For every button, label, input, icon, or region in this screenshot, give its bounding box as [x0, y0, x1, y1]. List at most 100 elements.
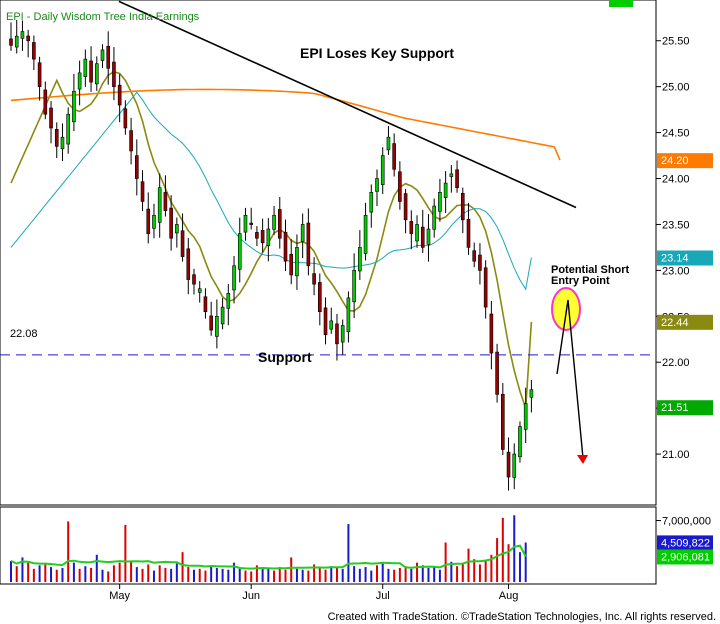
candle-body [489, 313, 494, 354]
candle-body [380, 155, 385, 185]
candle-body [409, 221, 414, 234]
candle-body [94, 63, 99, 85]
volume-panel [0, 506, 657, 585]
candle-body [197, 288, 202, 293]
candle-body [506, 451, 511, 478]
candle-body [203, 296, 208, 313]
ma-medium-line [10, 91, 532, 291]
candle-body [323, 307, 328, 335]
candle-body [209, 315, 213, 331]
candle-body [226, 293, 231, 309]
candle-body [295, 247, 299, 277]
candle-body [283, 232, 288, 262]
support-level-label: 22.08 [10, 328, 38, 340]
candle-body [215, 315, 219, 337]
candle-body [255, 232, 259, 239]
candle-body [106, 46, 111, 69]
candle-body [426, 228, 431, 245]
candle-body [392, 143, 396, 170]
candle-body [9, 38, 13, 46]
price-tick-label: 22.00 [662, 357, 690, 369]
candle-body [363, 214, 368, 254]
candle-body [77, 72, 82, 90]
candle-body [289, 253, 294, 276]
candle-body [192, 274, 196, 285]
candle-body [220, 306, 225, 325]
time-tick-label: Aug [499, 590, 519, 602]
candle-body [335, 323, 339, 345]
candle-body [152, 214, 156, 229]
candle-body [72, 90, 76, 123]
time-tick-label: May [109, 590, 130, 602]
candle-body [100, 49, 105, 61]
candle-body [443, 182, 448, 198]
candle-body [14, 35, 19, 48]
price-tag-box [657, 250, 713, 266]
candle-body [243, 214, 248, 233]
price-tag-label: 24.20 [661, 155, 689, 167]
candle-body [117, 84, 122, 106]
candle-body [260, 229, 265, 244]
panel-marker [609, 0, 633, 7]
candle-body [163, 192, 168, 211]
candle-body [472, 250, 477, 262]
candle-body [358, 247, 362, 272]
ma-slow-line [10, 88, 561, 161]
price-panel [0, 0, 657, 506]
candle-body [478, 254, 482, 271]
support-annotation: Support [258, 349, 312, 365]
candle-body [66, 113, 70, 145]
candle-body [512, 453, 517, 478]
candle-body [432, 205, 436, 230]
candle-body [175, 224, 179, 234]
candle-body [123, 108, 128, 129]
price-tick-label: 21.00 [662, 449, 690, 461]
candle-body [375, 178, 379, 192]
candle-body [32, 42, 36, 60]
candle-body [318, 282, 322, 313]
candle-body [129, 130, 133, 152]
volume-tag-box [657, 549, 713, 565]
price-tag-label: 22.44 [661, 317, 689, 329]
candle-body [83, 58, 88, 77]
candle-body [529, 389, 534, 398]
volume-average-line [10, 544, 527, 570]
candle-body [403, 193, 408, 221]
candle-body [232, 265, 236, 291]
candle-body [518, 426, 522, 458]
candle-body [466, 218, 471, 248]
candle-body [49, 107, 53, 129]
projection-arrowhead [577, 455, 588, 464]
candle-body [54, 129, 59, 147]
candle-body [37, 62, 42, 87]
projection-arrow [556, 299, 584, 459]
value-tags: 24.20 23.14 22.44 21.51 4,509,822 2,906,081 [657, 153, 713, 565]
candle-body [329, 320, 334, 330]
candle-body [112, 61, 116, 87]
price-tag-box [657, 314, 713, 330]
candle-body [455, 169, 459, 189]
price-tick-label: 24.50 [662, 128, 690, 140]
candle-body [495, 351, 499, 395]
candle-body [180, 230, 185, 257]
candle-body [501, 393, 505, 450]
time-tick-label: Jul [376, 590, 390, 602]
candle-body [157, 187, 162, 223]
candle-body [300, 224, 305, 242]
candle-body [340, 325, 345, 343]
candle-body [369, 191, 374, 213]
candle-body [312, 273, 316, 285]
moving-averages [10, 70, 561, 409]
price-tag-label: 23.14 [661, 253, 689, 265]
candle-body [460, 193, 465, 221]
candle-body [449, 173, 454, 177]
volume-bars [10, 515, 527, 582]
candle-body [415, 224, 419, 242]
candle-body [266, 228, 271, 246]
chart-title: EPI - Daily Wisdom Tree India Earnings [6, 11, 200, 23]
candle-body [135, 155, 139, 179]
candles [9, 19, 534, 491]
candle-body [186, 248, 191, 280]
overlays [0, 0, 656, 464]
